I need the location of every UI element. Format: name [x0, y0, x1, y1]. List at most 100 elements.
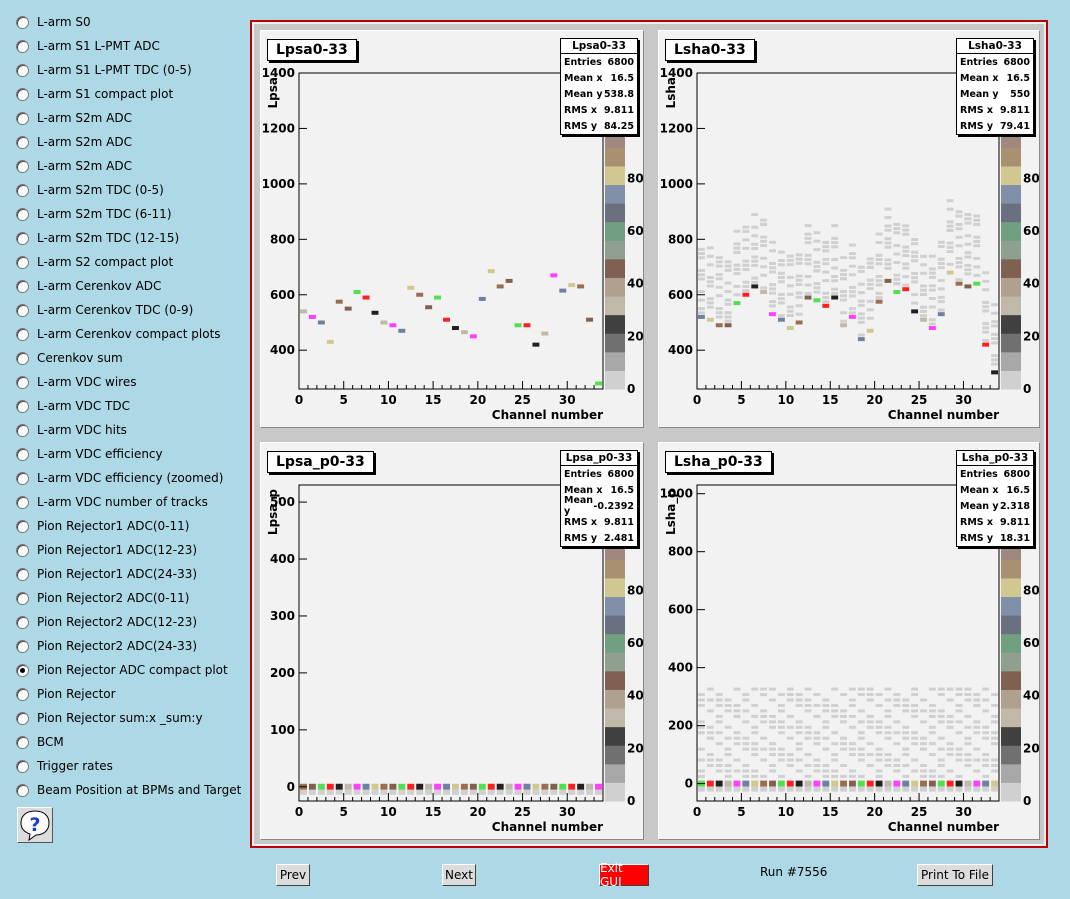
palette-tick-label: 200: [627, 741, 644, 755]
radio-button[interactable]: [16, 183, 29, 197]
help-button[interactable]: ?: [17, 807, 53, 843]
radio-button[interactable]: [16, 279, 29, 293]
nav-item[interactable]: L-arm S2m ADC: [14, 130, 250, 154]
nav-item[interactable]: Trigger rates: [14, 754, 250, 778]
radio-button[interactable]: [16, 447, 29, 461]
histogram-pad[interactable]: 0 200 400 600 800 0 100 200 300 400 500 0 5 10 15 20 25 3…: [260, 442, 644, 840]
radio-button[interactable]: [16, 759, 29, 773]
nav-item[interactable]: Pion Rejector1 ADC(0-11): [14, 514, 250, 538]
nav-item-label: Pion Rejector1 ADC(0-11): [37, 519, 190, 533]
radio-button[interactable]: [16, 207, 29, 221]
histogram-bin: [840, 273, 847, 277]
radio-button[interactable]: [16, 159, 29, 173]
histogram-bin: [751, 213, 759, 217]
histogram-bin: [991, 341, 998, 345]
histogram-bin: [777, 250, 785, 254]
nav-item[interactable]: L-arm VDC efficiency: [14, 442, 250, 466]
radio-button[interactable]: [16, 543, 29, 557]
prev-button[interactable]: Prev: [276, 864, 310, 886]
nav-item[interactable]: Pion Rejector: [14, 682, 250, 706]
data-bin: [443, 783, 450, 790]
radio-button[interactable]: [16, 471, 29, 485]
nav-item[interactable]: BCM: [14, 730, 250, 754]
nav-item[interactable]: L-arm S2m ADC: [14, 154, 250, 178]
nav-item[interactable]: Pion Rejector1 ADC(12-23): [14, 538, 250, 562]
nav-item[interactable]: Pion Rejector2 ADC(24-33): [14, 634, 250, 658]
radio-button[interactable]: [16, 783, 29, 797]
nav-item[interactable]: L-arm VDC efficiency (zoomed): [14, 466, 250, 490]
nav-item[interactable]: L-arm VDC number of tracks: [14, 490, 250, 514]
radio-button[interactable]: [16, 87, 29, 101]
nav-item[interactable]: L-arm S2m TDC (12-15): [14, 226, 250, 250]
nav-item[interactable]: Pion Rejector1 ADC(24-33): [14, 562, 250, 586]
nav-item[interactable]: Beam Position at BPMs and Target: [14, 778, 250, 802]
histogram-bin: [849, 753, 856, 757]
radio-button[interactable]: [16, 303, 29, 317]
nav-item[interactable]: L-arm S1 compact plot: [14, 82, 250, 106]
radio-button[interactable]: [16, 735, 29, 749]
histogram-bin: [786, 263, 794, 267]
radio-button[interactable]: [16, 567, 29, 581]
nav-item[interactable]: L-arm VDC hits: [14, 418, 250, 442]
nav-item[interactable]: L-arm Cerenkov ADC: [14, 274, 250, 298]
histogram-bin: [920, 709, 927, 713]
nav-item[interactable]: L-arm Cerenkov TDC (0-9): [14, 298, 250, 322]
histogram-bin: [822, 300, 830, 304]
stats-value: 9.811: [999, 104, 1030, 116]
radio-button[interactable]: [16, 39, 29, 53]
print-to-file-button[interactable]: Print To File: [917, 864, 993, 886]
histogram-pad[interactable]: 0 200 400 600 800 400 600 800 1000 1200 1400 0 5 10 15…: [260, 30, 644, 428]
nav-item[interactable]: Cerenkov sum: [14, 346, 250, 370]
histogram-bin: [760, 244, 768, 248]
nav-item[interactable]: L-arm S1 L-PMT TDC (0-5): [14, 58, 250, 82]
nav-item[interactable]: L-arm S2 compact plot: [14, 250, 250, 274]
radio-button[interactable]: [16, 615, 29, 629]
nav-item[interactable]: L-arm S2m TDC (6-11): [14, 202, 250, 226]
palette-swatch: [605, 689, 625, 709]
radio-button[interactable]: [16, 351, 29, 365]
nav-item[interactable]: Pion Rejector2 ADC(0-11): [14, 586, 250, 610]
exit-gui-button[interactable]: Exit GUI: [599, 861, 649, 889]
radio-button[interactable]: [16, 423, 29, 437]
nav-item[interactable]: L-arm S2m TDC (0-5): [14, 178, 250, 202]
nav-item[interactable]: Pion Rejector ADC compact plot: [14, 658, 250, 682]
nav-item[interactable]: Pion Rejector2 ADC(12-23): [14, 610, 250, 634]
radio-button[interactable]: [16, 711, 29, 725]
radio-button[interactable]: [16, 327, 29, 341]
palette-swatch: [605, 577, 625, 598]
nav-item[interactable]: Pion Rejector sum:x _sum:y: [14, 706, 250, 730]
nav-item[interactable]: L-arm VDC wires: [14, 370, 250, 394]
histogram-pad[interactable]: 0 200 400 600 800 0 200 400 600 800 1000 0 5 10 15 20 25…: [658, 442, 1040, 840]
radio-button[interactable]: [16, 63, 29, 77]
histogram-bin: [724, 281, 732, 285]
histogram-bin: [902, 232, 910, 236]
nav-item[interactable]: L-arm S0: [14, 10, 250, 34]
histogram-bin: [777, 786, 785, 792]
radio-button[interactable]: [16, 591, 29, 605]
radio-button[interactable]: [16, 639, 29, 653]
histogram-bin: [973, 256, 981, 260]
radio-button[interactable]: [16, 255, 29, 269]
radio-button[interactable]: [16, 231, 29, 245]
radio-button[interactable]: [16, 399, 29, 413]
radio-button[interactable]: [16, 111, 29, 125]
histogram-bin: [724, 298, 732, 302]
x-tick-label: 15: [822, 393, 839, 407]
histogram-pad[interactable]: 0 200 400 600 800 400 600 800 1000 1200 1400 0 5 10 15…: [658, 30, 1040, 428]
nav-item[interactable]: L-arm S2m ADC: [14, 106, 250, 130]
nav-item[interactable]: L-arm VDC TDC: [14, 394, 250, 418]
radio-button[interactable]: [16, 135, 29, 149]
radio-button[interactable]: [16, 375, 29, 389]
radio-button[interactable]: [16, 687, 29, 701]
radio-button[interactable]: [16, 495, 29, 509]
histogram-bin: [813, 703, 821, 707]
radio-button[interactable]: [16, 663, 29, 677]
histogram-bin: [964, 714, 972, 718]
next-button[interactable]: Next: [442, 864, 476, 886]
nav-item[interactable]: L-arm Cerenkov compact plots: [14, 322, 250, 346]
histogram-bin: [742, 763, 750, 767]
radio-button[interactable]: [16, 519, 29, 533]
nav-item[interactable]: L-arm S1 L-PMT ADC: [14, 34, 250, 58]
histogram-bin: [769, 720, 776, 724]
radio-button[interactable]: [16, 15, 29, 29]
